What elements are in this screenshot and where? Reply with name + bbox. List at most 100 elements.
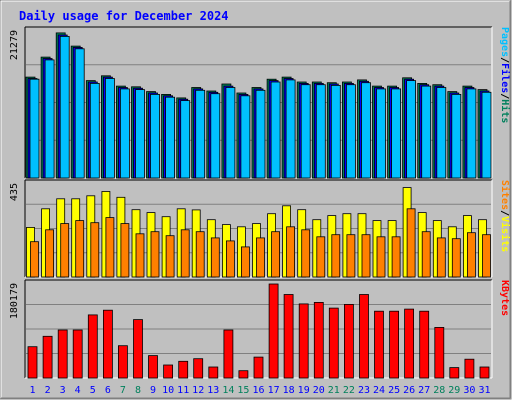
bar-sites-day-12 bbox=[195, 231, 205, 278]
chart-title: Daily usage for December 2024 bbox=[19, 9, 229, 23]
bar-pages-day-31 bbox=[481, 91, 492, 179]
bar-pages-day-21 bbox=[330, 85, 341, 179]
bar-kbytes-day-25 bbox=[389, 310, 400, 379]
panel-hits-files-pages: 21279 Pages/Files/Hits bbox=[9, 26, 511, 179]
day-label-1: 1 bbox=[29, 385, 35, 396]
bar-sites-day-23 bbox=[361, 234, 371, 278]
legend-item-hits: Hits bbox=[499, 99, 511, 123]
bar-kbytes-day-7 bbox=[118, 345, 128, 379]
bar-sites-day-16 bbox=[256, 237, 265, 278]
bars-visits-sites bbox=[26, 187, 491, 278]
bar-kbytes-day-15 bbox=[238, 370, 249, 379]
bar-pages-day-19 bbox=[300, 84, 311, 179]
day-label-23: 23 bbox=[358, 385, 370, 396]
day-label-16: 16 bbox=[252, 385, 264, 396]
bar-pages-day-2 bbox=[44, 59, 55, 179]
bar-pages-day-30 bbox=[466, 88, 477, 179]
day-label-31: 31 bbox=[478, 385, 490, 396]
bar-sites-day-7 bbox=[120, 223, 130, 278]
legend-separator: / bbox=[499, 210, 510, 216]
bar-pages-day-26 bbox=[406, 80, 417, 179]
bar-sites-day-30 bbox=[466, 232, 476, 278]
bar-sites-day-21 bbox=[331, 234, 341, 278]
bar-sites-day-2 bbox=[45, 229, 54, 278]
bar-kbytes-day-17 bbox=[268, 283, 279, 379]
day-label-6: 6 bbox=[105, 385, 111, 396]
bar-pages-day-1 bbox=[29, 78, 40, 179]
bar-kbytes-day-19 bbox=[298, 303, 309, 379]
day-label-20: 20 bbox=[313, 385, 325, 396]
bar-pages-day-8 bbox=[135, 89, 145, 179]
panel-kbytes: 180179 KBytes bbox=[9, 279, 510, 379]
panel-visits-sites: 435 Sites/Visits bbox=[9, 179, 511, 278]
bar-sites-day-25 bbox=[391, 236, 401, 278]
legend-item-visits: Visits bbox=[499, 216, 511, 252]
bar-pages-day-13 bbox=[210, 93, 221, 179]
bar-kbytes-day-4 bbox=[72, 329, 83, 379]
day-label-8: 8 bbox=[135, 385, 141, 396]
bar-pages-day-27 bbox=[421, 85, 432, 179]
day-label-7: 7 bbox=[120, 385, 126, 396]
day-label-29: 29 bbox=[448, 385, 460, 396]
day-label-22: 22 bbox=[343, 385, 355, 396]
bar-kbytes-day-12 bbox=[193, 358, 204, 379]
bar-kbytes-day-9 bbox=[148, 355, 158, 379]
bar-kbytes-day-24 bbox=[374, 310, 384, 379]
day-label-13: 13 bbox=[207, 385, 219, 396]
bar-pages-day-12 bbox=[195, 89, 206, 179]
bar-sites-day-13 bbox=[210, 237, 220, 278]
bar-sites-day-14 bbox=[225, 240, 235, 278]
bar-pages-day-6 bbox=[105, 78, 115, 179]
legend-item-sites: Sites bbox=[499, 180, 511, 210]
y-axis-max-label: 180179 bbox=[9, 283, 20, 319]
bar-pages-day-22 bbox=[345, 84, 356, 179]
bar-kbytes-day-5 bbox=[87, 314, 98, 379]
bar-pages-day-10 bbox=[165, 96, 176, 179]
day-label-30: 30 bbox=[463, 385, 475, 396]
day-label-12: 12 bbox=[192, 385, 204, 396]
bar-sites-day-19 bbox=[301, 229, 311, 278]
day-label-15: 15 bbox=[237, 385, 249, 396]
bar-kbytes-day-10 bbox=[163, 364, 174, 379]
bar-sites-day-10 bbox=[165, 235, 175, 278]
bar-kbytes-day-31 bbox=[479, 366, 490, 379]
day-label-11: 11 bbox=[177, 385, 189, 396]
bar-kbytes-day-13 bbox=[208, 366, 219, 379]
y-axis-max-label: 21279 bbox=[9, 30, 20, 60]
bar-kbytes-day-16 bbox=[253, 356, 264, 379]
bar-pages-day-5 bbox=[89, 83, 100, 179]
bar-sites-day-3 bbox=[60, 223, 70, 278]
bar-sites-day-26 bbox=[406, 208, 416, 278]
bar-kbytes-day-23 bbox=[359, 294, 369, 379]
bar-sites-day-17 bbox=[271, 231, 281, 278]
legend-separator: / bbox=[499, 93, 510, 99]
bar-sites-day-15 bbox=[240, 246, 250, 278]
bar-pages-day-25 bbox=[391, 88, 402, 179]
bar-pages-day-17 bbox=[270, 81, 281, 179]
day-labels: 1 2 3 4 5 6 7 8 9 10 11 12 13 14 15 16 17 18 19 20 21 22 23 24 2… bbox=[29, 385, 490, 396]
day-label-5: 5 bbox=[90, 385, 96, 396]
bar-pages-day-14 bbox=[225, 87, 236, 179]
day-label-26: 26 bbox=[403, 385, 415, 396]
bar-kbytes-day-26 bbox=[404, 308, 415, 379]
bar-sites-day-6 bbox=[105, 217, 115, 278]
bar-pages-day-23 bbox=[361, 82, 371, 179]
bar-kbytes-day-8 bbox=[133, 319, 143, 379]
bar-kbytes-day-6 bbox=[103, 309, 113, 379]
legend-item-files: Files bbox=[499, 63, 511, 93]
day-label-4: 4 bbox=[75, 385, 81, 396]
bar-sites-day-18 bbox=[286, 226, 296, 278]
bar-kbytes-day-11 bbox=[178, 360, 189, 379]
bar-sites-day-27 bbox=[421, 231, 431, 278]
bar-kbytes-day-27 bbox=[419, 310, 430, 379]
bar-kbytes-day-14 bbox=[223, 329, 234, 379]
bar-kbytes-day-28 bbox=[434, 326, 445, 379]
legend-item-kbytes: KBytes bbox=[499, 280, 510, 316]
day-label-2: 2 bbox=[45, 385, 51, 396]
bar-sites-day-8 bbox=[135, 233, 145, 278]
legend-kbytes: KBytes bbox=[499, 280, 510, 316]
day-label-18: 18 bbox=[283, 385, 295, 396]
legend-item-pages: Pages bbox=[499, 27, 510, 57]
bar-pages-day-28 bbox=[436, 87, 447, 179]
day-label-19: 19 bbox=[298, 385, 310, 396]
